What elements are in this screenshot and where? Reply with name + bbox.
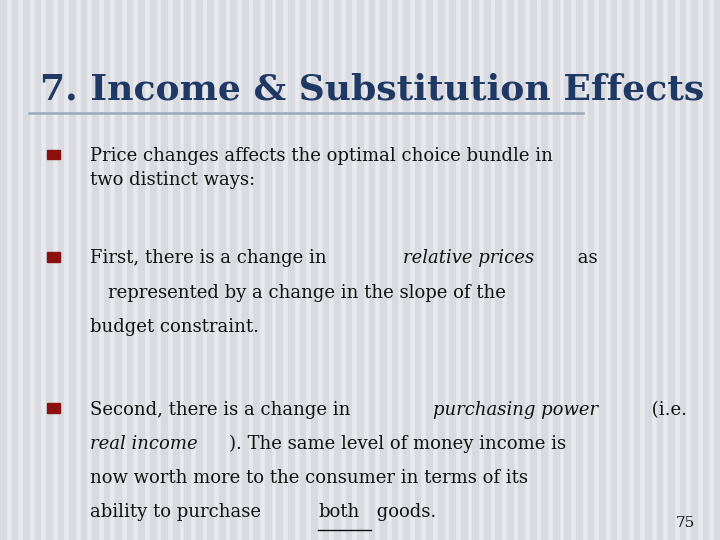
Text: ability to purchase: ability to purchase — [90, 503, 266, 521]
Bar — [104, 0, 109, 540]
Bar — [219, 0, 225, 540]
Bar — [69, 0, 75, 540]
Bar — [714, 0, 720, 540]
Bar — [127, 0, 132, 540]
Bar — [173, 0, 179, 540]
Bar — [553, 0, 559, 540]
Bar — [242, 0, 248, 540]
Bar — [334, 0, 340, 540]
Bar — [253, 0, 259, 540]
Bar — [161, 0, 167, 540]
Bar — [265, 0, 271, 540]
Text: Second, there is a change in: Second, there is a change in — [90, 401, 356, 418]
Bar — [380, 0, 386, 540]
Text: real income: real income — [90, 435, 197, 453]
Bar — [392, 0, 397, 540]
Text: represented by a change in the slope of the: represented by a change in the slope of … — [108, 284, 506, 301]
Bar — [611, 0, 616, 540]
Text: First, there is a change in: First, there is a change in — [90, 249, 333, 267]
Bar — [645, 0, 651, 540]
Bar — [680, 0, 685, 540]
Bar — [47, 252, 60, 262]
Bar — [484, 0, 490, 540]
Bar — [415, 0, 420, 540]
Bar — [323, 0, 328, 540]
Bar — [207, 0, 213, 540]
Text: relative prices: relative prices — [402, 249, 534, 267]
Bar — [58, 0, 63, 540]
Bar — [703, 0, 708, 540]
Bar — [403, 0, 409, 540]
Text: purchasing power: purchasing power — [433, 401, 598, 418]
Bar — [35, 0, 40, 540]
Bar — [23, 0, 29, 540]
Bar — [691, 0, 697, 540]
Bar — [46, 0, 52, 540]
Bar — [81, 0, 86, 540]
Text: ). The same level of money income is: ). The same level of money income is — [229, 435, 566, 453]
Bar — [657, 0, 662, 540]
Bar — [196, 0, 202, 540]
Bar — [346, 0, 351, 540]
Bar — [357, 0, 363, 540]
Bar — [634, 0, 639, 540]
Text: 7. Income & Substitution Effects: 7. Income & Substitution Effects — [40, 73, 704, 107]
Bar — [92, 0, 98, 540]
Bar — [518, 0, 524, 540]
Bar — [311, 0, 317, 540]
Bar — [47, 150, 60, 159]
Bar — [461, 0, 467, 540]
Bar — [230, 0, 236, 540]
Bar — [115, 0, 121, 540]
Bar — [668, 0, 674, 540]
Bar — [150, 0, 156, 540]
Bar — [588, 0, 593, 540]
Text: 75: 75 — [675, 516, 695, 530]
Bar — [438, 0, 444, 540]
Bar — [184, 0, 190, 540]
Bar — [300, 0, 305, 540]
Text: as: as — [572, 249, 598, 267]
Bar — [138, 0, 144, 540]
Bar — [599, 0, 605, 540]
Text: now worth more to the consumer in terms of its: now worth more to the consumer in terms … — [90, 469, 528, 487]
Bar — [0, 0, 6, 540]
Text: (i.e.: (i.e. — [647, 401, 688, 418]
Bar — [622, 0, 628, 540]
Bar — [564, 0, 570, 540]
Text: goods.: goods. — [372, 503, 436, 521]
Bar — [449, 0, 455, 540]
Bar — [541, 0, 547, 540]
Text: both: both — [318, 503, 359, 521]
Bar — [12, 0, 17, 540]
Bar — [472, 0, 478, 540]
Bar — [495, 0, 501, 540]
Bar — [530, 0, 536, 540]
Bar — [288, 0, 294, 540]
Bar — [576, 0, 582, 540]
Bar — [426, 0, 432, 540]
Bar — [276, 0, 282, 540]
Text: budget constraint.: budget constraint. — [90, 318, 259, 335]
Bar — [369, 0, 374, 540]
Bar — [47, 403, 60, 413]
Text: Price changes affects the optimal choice bundle in
two distinct ways:: Price changes affects the optimal choice… — [90, 147, 553, 189]
Bar — [507, 0, 513, 540]
